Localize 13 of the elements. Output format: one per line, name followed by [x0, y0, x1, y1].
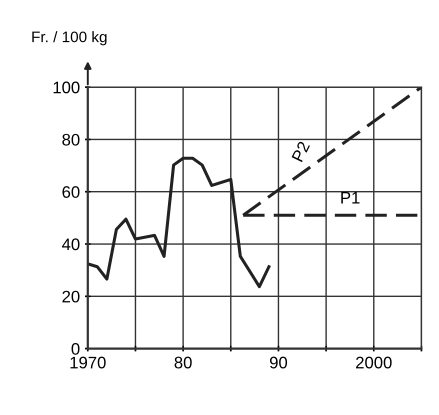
y-tick-label: 40 [62, 238, 80, 250]
y-tick-label: 100 [54, 82, 80, 94]
series-label: P1 [341, 192, 360, 204]
x-tick-label: 80 [174, 356, 192, 368]
x-tick-label: 1970 [70, 356, 106, 368]
x-tick-label: 2000 [356, 356, 392, 368]
y-tick-label: 20 [62, 290, 80, 303]
y-axis-title: Fr. / 100 kg [32, 31, 107, 46]
y-tick-label: 60 [62, 186, 80, 198]
text: P2 [291, 140, 310, 162]
y-tick-label: 80 [62, 134, 80, 146]
x-tick-label: 90 [270, 356, 288, 368]
y-tick-label: 0 [72, 343, 80, 355]
